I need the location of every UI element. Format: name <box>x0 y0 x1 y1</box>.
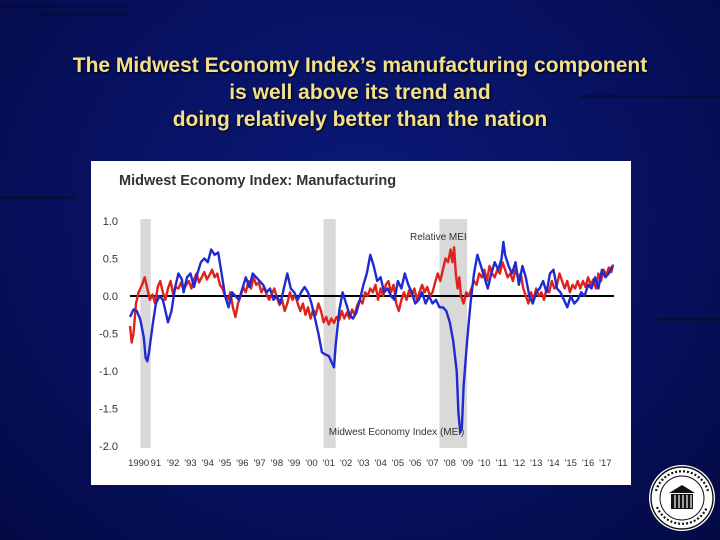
x-tick-label: '09 <box>461 458 473 469</box>
seal-lettering-marks <box>654 470 710 525</box>
background-streak <box>0 5 130 8</box>
background-streak <box>40 13 130 16</box>
background-streak <box>655 318 720 321</box>
chart-title: Midwest Economy Index: Manufacturing <box>119 173 396 189</box>
y-tick-label: 0.5 <box>103 254 118 266</box>
x-tick-label: 91 <box>151 458 162 469</box>
seal-ring <box>650 466 714 530</box>
x-tick-label: '17 <box>599 458 611 469</box>
y-tick-labels: 1.0 0.5 0.0 -0.5 -1.0 -1.5 -2.0 <box>99 216 118 453</box>
y-tick-label: -0.5 <box>99 329 118 341</box>
annotation-mei: Midwest Economy Index (MEI) <box>329 427 465 438</box>
y-tick-label: -2.0 <box>99 441 118 453</box>
x-tick-label: '01 <box>323 458 335 469</box>
x-tick-label: '03 <box>357 458 369 469</box>
x-tick-label: '02 <box>340 458 352 469</box>
slide-title-line-2: is well above its trend and <box>229 81 491 104</box>
x-tick-label: '07 <box>426 458 438 469</box>
x-tick-label: '00 <box>305 458 317 469</box>
slide-title-line-3: doing relatively better than the nation <box>172 108 548 131</box>
x-tick-label: 1990 <box>128 458 149 469</box>
background-streak <box>0 196 75 199</box>
x-tick-label: '16 <box>582 458 594 469</box>
x-tick-label: '06 <box>409 458 421 469</box>
x-tick-label: '99 <box>288 458 300 469</box>
x-tick-label: '12 <box>513 458 525 469</box>
x-tick-label: '15 <box>565 458 577 469</box>
x-tick-label: '11 <box>496 458 508 469</box>
chart-svg: 1.0 0.5 0.0 -0.5 -1.0 -1.5 -2.0 1990 91 '92 '93 '9… <box>99 173 615 469</box>
recession-band <box>323 219 336 448</box>
seal-stripes <box>674 495 692 508</box>
federal-reserve-seal <box>649 465 715 531</box>
x-tick-labels: 1990 91 '92 '93 '94 '95 '96 '97 '98 '99 '00 '01 '02 '… <box>128 458 611 469</box>
chart-panel: 1.0 0.5 0.0 -0.5 -1.0 -1.5 -2.0 1990 91 '92 '93 '9… <box>91 161 631 485</box>
x-tick-label: '13 <box>530 458 542 469</box>
x-tick-label: '05 <box>392 458 404 469</box>
x-tick-label: '95 <box>219 458 231 469</box>
x-tick-label: '98 <box>271 458 283 469</box>
x-tick-label: '96 <box>236 458 248 469</box>
slide-title-line-1: The Midwest Economy Index’s manufacturin… <box>72 54 648 77</box>
y-tick-label: 1.0 <box>103 216 118 228</box>
annotation-relative-mei: Relative MEI <box>410 232 467 243</box>
x-tick-label: '10 <box>478 458 490 469</box>
x-tick-label: '14 <box>547 458 559 469</box>
x-tick-label: '92 <box>167 458 179 469</box>
series-lines <box>128 240 615 434</box>
y-tick-label: 0.0 <box>103 291 118 303</box>
seal-inner-ring <box>659 475 705 521</box>
y-tick-label: -1.0 <box>99 366 118 378</box>
background-streak <box>580 95 720 98</box>
x-tick-label: '94 <box>202 458 214 469</box>
x-tick-label: '08 <box>444 458 456 469</box>
slide-title: The Midwest Economy Index’s manufacturin… <box>0 52 720 133</box>
x-tick-label: '93 <box>184 458 196 469</box>
recession-band <box>140 219 151 448</box>
x-tick-label: '97 <box>253 458 265 469</box>
x-tick-label: '04 <box>374 458 386 469</box>
y-tick-label: -1.5 <box>99 404 118 416</box>
series-line-mei <box>128 240 614 434</box>
recession-bands <box>140 219 468 448</box>
series-line-relative-mei <box>128 246 615 344</box>
